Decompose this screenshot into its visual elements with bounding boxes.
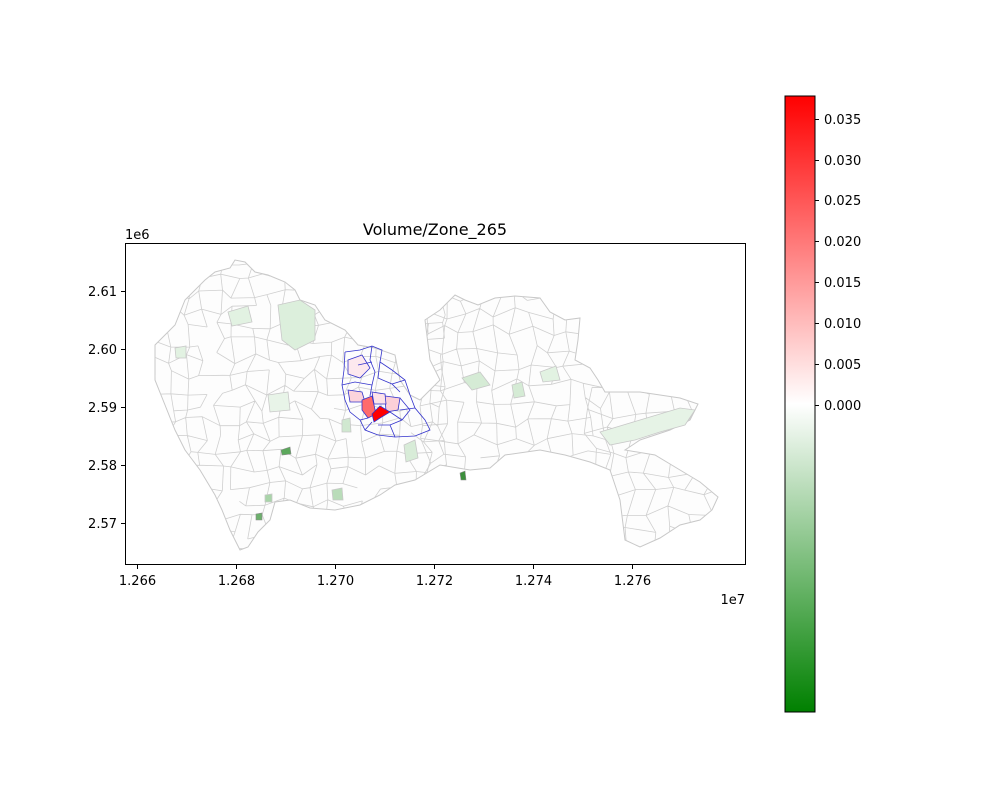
x-tick-label: 1.276 <box>614 574 651 589</box>
colorbar-tick-label: 0.020 <box>824 235 861 250</box>
colorbar-tick-label: 0.030 <box>824 154 861 169</box>
y-tick-label: 2.61 <box>88 285 117 300</box>
x-tick-label: 1.274 <box>515 574 552 589</box>
zone-green-west <box>174 345 187 359</box>
colorbar-ticks: 0.035 0.030 0.025 0.020 0.015 0.010 0.005 0.000 <box>815 113 861 414</box>
colorbar-tick-label: 0.000 <box>824 399 861 414</box>
y-tick-label: 2.58 <box>88 459 117 474</box>
colorbar-tick-label: 0.025 <box>824 194 861 209</box>
y-tick-label: 2.57 <box>88 517 117 532</box>
map-region <box>154 259 719 551</box>
colorbar-gradient <box>784 95 816 713</box>
colorbar-tick-label: 0.005 <box>824 358 861 373</box>
zone-green-dark-2 <box>459 470 467 481</box>
colorbar-tick-label: 0.015 <box>824 276 861 291</box>
zone-green-southwest <box>331 487 344 501</box>
zone-pink-1 <box>347 354 371 379</box>
zone-green-east-2 <box>539 365 561 383</box>
zone-green-centersouth <box>341 417 352 433</box>
x-tick-label: 1.268 <box>218 574 255 589</box>
colorbar-tick-label: 0.010 <box>824 317 861 332</box>
zone-green-dark-1 <box>280 446 292 456</box>
y-tick-label: 2.59 <box>88 401 117 416</box>
zone-green-dark-3 <box>255 512 263 521</box>
zone-green-northwest <box>227 305 253 327</box>
zone-red-mid <box>361 395 377 419</box>
zone-red-max <box>371 405 391 423</box>
y-tick-label: 2.60 <box>88 343 117 358</box>
zone-green-left <box>264 493 273 503</box>
zone-pink-3 <box>384 395 401 413</box>
x-tick-label: 1.266 <box>119 574 156 589</box>
zone-green-center <box>267 391 291 413</box>
y-axis-exponent: 1e6 <box>125 228 150 243</box>
x-tick-label: 1.270 <box>317 574 354 589</box>
x-axis-exponent: 1e7 <box>720 593 745 608</box>
x-tick-label: 1.272 <box>416 574 453 589</box>
zone-green-south <box>403 439 419 463</box>
colorbar: 0.035 0.030 0.025 0.020 0.015 0.010 0.005 0.000 <box>784 95 861 713</box>
map-outline <box>154 259 719 551</box>
x-axis: 1.266 1.268 1.270 1.272 1.274 1.276 <box>119 565 651 589</box>
zone-pink-4 <box>371 391 387 405</box>
chart-title: Volume/Zone_265 <box>363 220 507 240</box>
zone-green-east <box>599 407 696 446</box>
zone-green-north <box>277 299 316 351</box>
y-axis: 2.61 2.60 2.59 2.58 2.57 <box>88 285 125 532</box>
map-axes-frame <box>125 243 746 565</box>
colorbar-tick-label: 0.035 <box>824 113 861 128</box>
highlight-cluster <box>341 345 431 438</box>
zone-green-mideast <box>461 371 491 391</box>
zone-green-mideast-2 <box>511 381 526 399</box>
